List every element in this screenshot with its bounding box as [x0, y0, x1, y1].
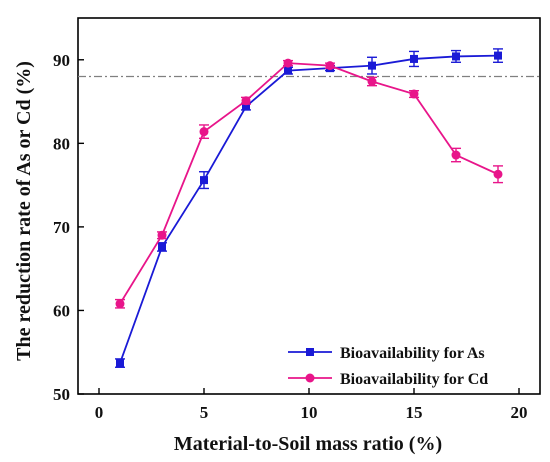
x-tick-label: 0 [95, 403, 104, 422]
plot-frame [77, 17, 541, 395]
data-point [199, 127, 209, 137]
ticks-layer: 0 5 10 15 20 50 60 70 80 90 [53, 51, 528, 422]
legend-swatch-marker [306, 348, 314, 356]
data-point [284, 66, 292, 75]
y-tick-label: 60 [53, 301, 70, 320]
data-point [158, 242, 166, 251]
y-tick-label: 50 [53, 385, 70, 404]
data-point [157, 230, 167, 240]
data-point [493, 169, 503, 179]
series-2 [115, 58, 503, 309]
y-tick-label: 90 [53, 51, 70, 70]
series-line [119, 62, 499, 305]
data-point [115, 299, 125, 309]
legend-item: Bioavailability for Cd [288, 371, 488, 388]
y-tick-label: 80 [53, 134, 70, 153]
series-layer [115, 48, 503, 368]
legend-label: Bioavailability for Cd [340, 371, 488, 388]
series-line [119, 54, 499, 364]
x-tick-label: 15 [406, 403, 423, 422]
data-point [241, 96, 251, 106]
data-point [368, 61, 376, 70]
legend: Bioavailability for As Bioavailability fo… [288, 345, 488, 388]
legend-item: Bioavailability for As [288, 345, 485, 362]
legend-label: Bioavailability for As [340, 345, 485, 362]
data-point [451, 150, 461, 160]
data-point [200, 176, 208, 185]
data-point [325, 61, 335, 71]
y-tick-label: 70 [53, 218, 70, 237]
data-point [242, 102, 250, 111]
x-tick-label: 20 [511, 403, 528, 422]
data-point [367, 77, 377, 87]
data-point [452, 52, 460, 61]
data-point [409, 89, 419, 99]
legend-swatch-marker [305, 373, 315, 383]
data-point [410, 54, 418, 63]
x-axis-label: Material-to-Soil mass ratio (%) [174, 433, 442, 455]
y-axis-label: The reduction rate of As or Cd (%) [13, 61, 35, 361]
data-point [494, 51, 502, 60]
data-point [116, 359, 124, 368]
data-point [283, 58, 293, 68]
x-tick-label: 10 [301, 403, 318, 422]
plot-area-border [77, 17, 541, 395]
x-tick-label: 5 [200, 403, 209, 422]
